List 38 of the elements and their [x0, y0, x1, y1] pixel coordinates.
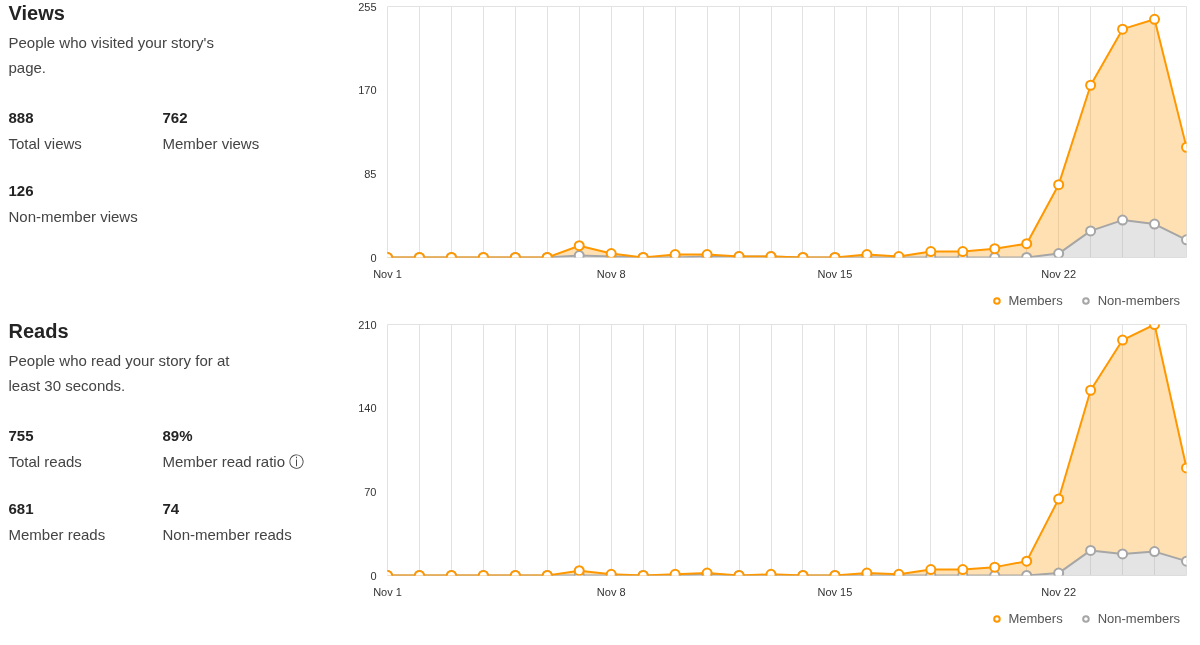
text: 126 — [8, 181, 34, 199]
text: Total views — [8, 135, 82, 152]
text: People who read your story for at least 30 seconds. — [8, 352, 231, 394]
y-tick-label: 70 — [364, 485, 377, 498]
legend-label: Non-members — [1097, 292, 1180, 308]
x-tick-label: Nov 22 — [1041, 267, 1077, 280]
text: Reads — [8, 319, 69, 342]
text: Member views — [162, 135, 260, 152]
y-tick-label: 255 — [358, 0, 377, 13]
text: Total reads — [8, 453, 82, 470]
text: People who visited your story's page. — [8, 34, 214, 76]
x-tick-label: Nov 1 — [373, 585, 402, 598]
y-tick-label: 85 — [364, 167, 377, 180]
y-tick-label: 140 — [358, 402, 377, 415]
text: 89% — [162, 427, 193, 444]
x-tick-label: Nov 8 — [596, 585, 626, 598]
text: 762 — [162, 108, 188, 126]
text: Member reads — [8, 526, 106, 543]
text: Non-member reads — [162, 526, 292, 543]
text: 755 — [8, 426, 34, 444]
text: Member read ratio ⓘ — [162, 453, 305, 470]
y-tick-label: 0 — [370, 569, 377, 582]
x-tick-label: Nov 8 — [596, 267, 626, 280]
legend-label: Members — [1008, 292, 1063, 308]
text: 74 — [162, 499, 180, 517]
legend-label: Members — [1008, 610, 1063, 626]
legend-label: Non-members — [1097, 610, 1180, 626]
x-tick-label: Nov 22 — [1041, 585, 1077, 598]
text: Views — [8, 1, 65, 24]
x-tick-label: Nov 15 — [817, 267, 853, 280]
x-tick-label: Nov 1 — [373, 267, 402, 280]
y-tick-label: 170 — [358, 84, 377, 97]
x-tick-label: Nov 15 — [817, 585, 853, 598]
y-tick-label: 0 — [370, 251, 377, 264]
y-tick-label: 210 — [358, 318, 377, 331]
text: 888 — [8, 108, 34, 126]
text: 681 — [8, 499, 34, 517]
text: Non-member views — [8, 208, 138, 225]
